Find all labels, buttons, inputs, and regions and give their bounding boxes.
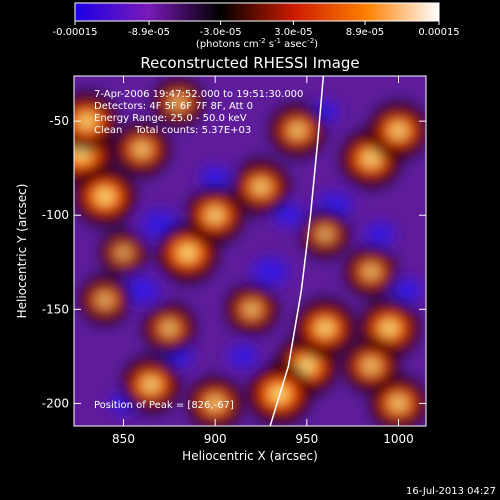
plot-area: 850 900 950 1000 -50 -100 -150 -200 (42, 75, 427, 446)
x-axis-label: Heliocentric X (arcsec) (182, 449, 318, 463)
solar-limb-curve (269, 76, 325, 426)
hot-spot (126, 363, 176, 406)
cold-spot (195, 162, 235, 193)
y-tick-label: -100 (42, 208, 69, 222)
hot-spot (299, 306, 351, 350)
colorbar-ticks: -0.00015 -8.9e-05 -3.0e-05 3.0e-05 8.9e-05 0.… (53, 21, 460, 38)
annotation-energy-range: Energy Range: 25.0 - 50.0 keV (94, 113, 247, 124)
hot-spot (147, 309, 191, 347)
plot-frame (73, 75, 427, 427)
x-tick-label: 950 (295, 432, 318, 446)
colorbar-strip (74, 2, 440, 22)
annotation-peak-position: Position of Peak = [826,-67] (94, 400, 234, 411)
hot-spot (104, 236, 143, 270)
colorbar-tick-label: 8.9e-05 (346, 27, 384, 38)
hot-spot (274, 110, 321, 151)
cold-spot (223, 341, 263, 372)
footer-timestamp: 16-Jul-2013 04:27 (406, 486, 496, 497)
colorbar-tick-label: 3.0e-05 (274, 27, 312, 38)
heatmap-image (74, 76, 426, 426)
hot-spot (191, 383, 239, 424)
hot-spot (118, 129, 166, 170)
hot-spot (84, 282, 126, 318)
colorbar-tick-label: -0.00015 (53, 27, 98, 38)
hot-spot (305, 217, 346, 252)
hot-spot (373, 109, 424, 152)
hot-spot (190, 194, 240, 237)
colorbar-tick-label: -3.0e-05 (200, 27, 242, 38)
colorbar: -0.00015 -8.9e-05 -3.0e-05 3.0e-05 8.9e-05 0.… (53, 2, 460, 50)
annotation-clean-counts: Clean Total counts: 5.37E+03 (94, 125, 251, 136)
hot-spot (349, 253, 393, 291)
annotation-block: 7-Apr-2006 19:47:52.000 to 19:51:30.000 … (94, 89, 303, 411)
x-axis-ticks: 850 900 950 1000 (112, 76, 414, 446)
chart-title: Reconstructed RHESSI Image (140, 54, 359, 72)
hot-spot (237, 166, 285, 208)
y-axis-ticks: -50 -100 -150 -200 (42, 114, 426, 410)
hot-spot (157, 84, 200, 121)
x-tick-label: 1000 (383, 432, 414, 446)
colorbar-unit-label: (photons cm-2 s-1 asec-2) (196, 37, 318, 50)
colorbar-tick-label: 0.00015 (418, 27, 459, 38)
x-tick-label: 900 (204, 432, 227, 446)
annotation-time-range: 7-Apr-2006 19:47:52.000 to 19:51:30.000 (94, 89, 303, 100)
hot-spot (74, 99, 113, 143)
hot-spot (78, 173, 132, 219)
colorbar-tick-label: -8.9e-05 (128, 27, 170, 38)
y-tick-label: -50 (49, 114, 69, 128)
cold-spot (360, 218, 400, 250)
annotation-detectors: Detectors: 4F 5F 6F 7F 8F, Att 0 (94, 101, 253, 112)
y-axis-label: Heliocentric Y (arcsec) (15, 184, 29, 319)
cold-spot (246, 253, 294, 290)
y-tick-label: -150 (42, 302, 69, 316)
x-tick-label: 850 (112, 432, 135, 446)
hot-spot (374, 383, 423, 424)
hot-spot (230, 290, 274, 328)
hot-spot (347, 346, 395, 386)
y-tick-label: -200 (42, 396, 69, 410)
